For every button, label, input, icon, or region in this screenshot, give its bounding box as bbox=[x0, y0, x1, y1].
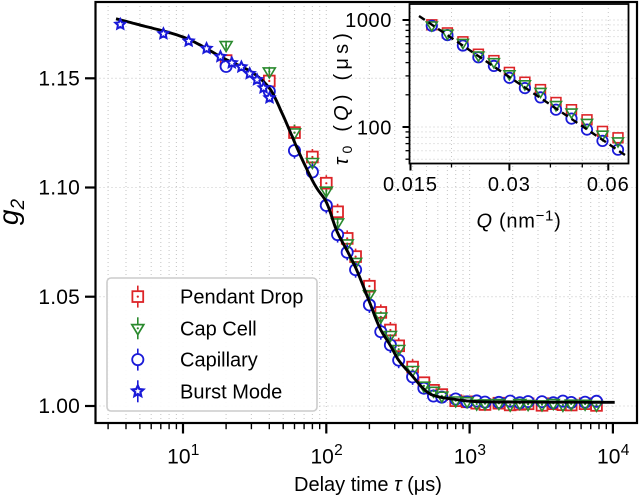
svg-text:10: 10 bbox=[310, 446, 333, 469]
svg-text:10: 10 bbox=[597, 446, 620, 469]
svg-text:1000: 1000 bbox=[345, 10, 392, 32]
svg-text:τ0 (Q) (μs): τ0 (Q) (μs) bbox=[331, 29, 355, 165]
svg-text:1.10: 1.10 bbox=[38, 177, 80, 200]
svg-text:2: 2 bbox=[334, 442, 343, 459]
svg-text:3: 3 bbox=[477, 442, 486, 459]
svg-text:Delay time τ (μs): Delay time τ (μs) bbox=[294, 474, 442, 496]
svg-text:1.05: 1.05 bbox=[38, 286, 80, 309]
svg-text:Capillary: Capillary bbox=[180, 350, 258, 372]
svg-text:0.015: 0.015 bbox=[383, 174, 438, 196]
svg-text:4: 4 bbox=[621, 442, 630, 459]
svg-text:10: 10 bbox=[167, 446, 190, 469]
svg-text:0.03: 0.03 bbox=[488, 174, 531, 196]
svg-text:Cap Cell: Cap Cell bbox=[180, 318, 257, 340]
svg-text:100: 100 bbox=[357, 118, 392, 140]
svg-text:1: 1 bbox=[191, 442, 200, 459]
svg-text:1.15: 1.15 bbox=[38, 68, 80, 91]
svg-text:Pendant Drop: Pendant Drop bbox=[180, 287, 303, 309]
svg-text:0.06: 0.06 bbox=[587, 174, 630, 196]
svg-text:10: 10 bbox=[454, 446, 477, 469]
svg-text:1.00: 1.00 bbox=[38, 395, 80, 418]
svg-text:Burst Mode: Burst Mode bbox=[180, 381, 282, 403]
